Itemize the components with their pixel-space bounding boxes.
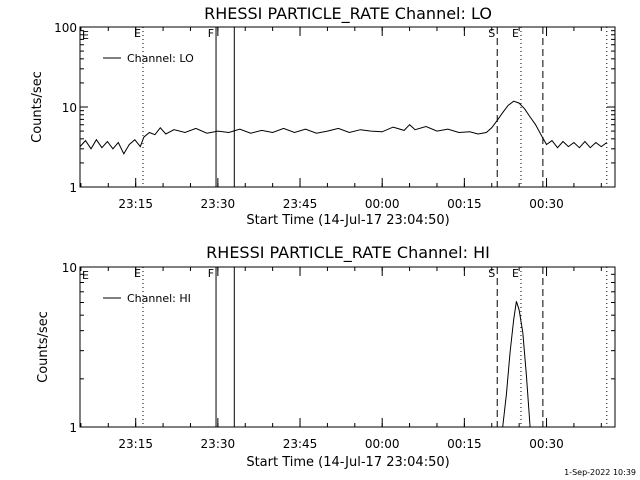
y-tick-label: 10 [62,101,77,115]
edge-marker-label: E [82,29,89,42]
x-tick-label: 23:30 [201,437,236,451]
x-tick-label: 00:00 [365,197,400,211]
time-markers: E F S EE [82,27,608,187]
time-marker-label: S [488,27,495,40]
x-tick-label: 23:45 [283,197,318,211]
x-ticks: 23:15 23:30 23:45 00:00 00:15 00:30 [80,27,602,211]
time-markers: E F S EE [82,267,608,427]
series-line [502,301,531,428]
x-tick-label: 23:15 [118,437,153,451]
x-tick-label: 00:15 [447,437,482,451]
y-axis-label: Counts/sec [30,71,45,143]
y-tick-label: 10 [62,261,77,275]
series-layer [502,301,531,428]
x-tick-label: 00:00 [365,437,400,451]
chart-title: RHESSI PARTICLE_RATE Channel: HI [206,243,490,263]
y-axis-label: Counts/sec [36,311,51,383]
x-tick-label: 00:15 [447,197,482,211]
chart-title: RHESSI PARTICLE_RATE Channel: LO [204,4,492,24]
time-marker-label: E [512,27,519,40]
y-ticks: 1 10 [62,261,615,435]
legend-label: Channel: LO [127,52,194,65]
x-ticks: 23:15 23:30 23:45 00:00 00:15 00:30 [80,267,602,451]
time-marker-label: E [134,267,141,280]
lo-channel-panel: RHESSI PARTICLE_RATE Channel: LO Counts/… [30,4,616,228]
series-line [79,100,608,155]
x-tick-label: 23:30 [201,197,236,211]
series-layer [79,100,608,155]
plot-frame [79,266,616,428]
y-ticks: 1 10 100 [54,21,615,195]
time-marker-label: F [208,267,214,280]
time-marker-label: E [134,27,141,40]
date-stamp: 1-Sep-2022 10:39 [564,468,636,477]
x-tick-label: 23:15 [118,197,153,211]
time-marker-label: E [512,267,519,280]
y-tick-label: 100 [54,21,77,35]
legend-label: Channel: HI [127,292,191,305]
y-tick-label: 1 [69,181,77,195]
x-axis-label: Start Time (14-Jul-17 23:04:50) [246,213,449,228]
x-tick-label: 00:30 [529,197,564,211]
y-tick-label: 1 [69,421,77,435]
x-tick-label: 23:45 [283,437,318,451]
edge-marker-label: E [82,269,89,282]
time-marker-label: F [208,27,214,40]
hi-channel-panel: RHESSI PARTICLE_RATE Channel: HI Counts/… [36,243,616,470]
x-tick-label: 00:30 [529,437,564,451]
time-marker-label: S [488,267,495,280]
x-axis-label: Start Time (14-Jul-17 23:04:50) [246,455,449,470]
